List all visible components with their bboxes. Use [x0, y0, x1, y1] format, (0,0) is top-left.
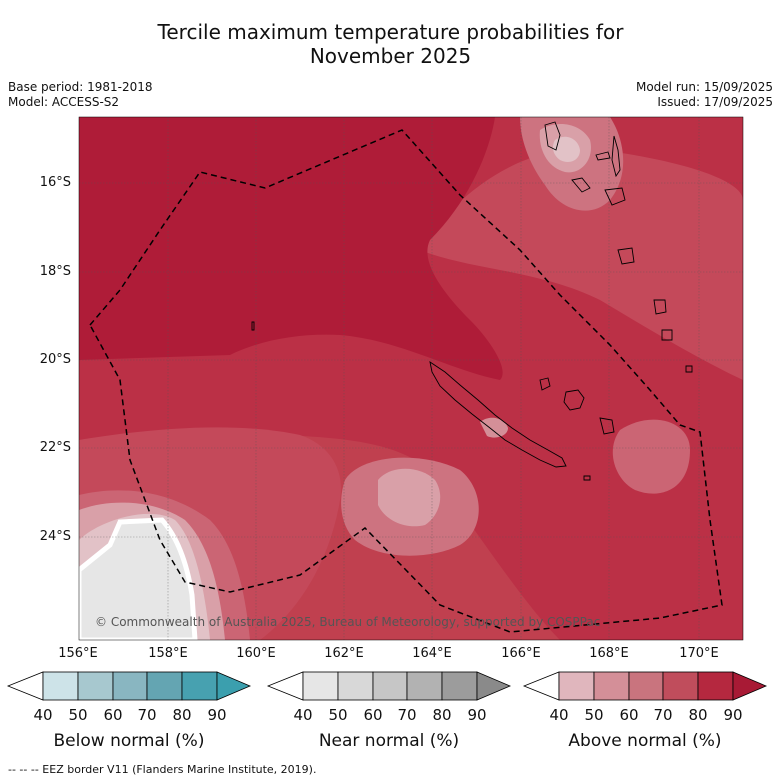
legend-near-title: Near normal (%): [318, 731, 460, 751]
field-above-70-east: [420, 148, 743, 380]
legend-near-tick-90: 90: [467, 706, 487, 724]
lon-label-166e: 166°E: [501, 646, 541, 661]
legend-below-tick-70: 70: [137, 706, 157, 724]
legend-above-swatch-4: [662, 671, 699, 701]
gridlines: [79, 117, 743, 640]
legend-above-tick-40: 40: [549, 706, 569, 724]
legend-below-tick-50: 50: [68, 706, 88, 724]
legend-above-swatch-5: [697, 671, 734, 701]
legend-above-high-cap: [732, 671, 768, 701]
run-info: Model run: 15/09/2025 Issued: 17/09/2025: [636, 80, 773, 110]
vanuatu-island-5: [604, 187, 626, 206]
field-above-40-ne: [552, 136, 580, 162]
probability-field: [79, 117, 743, 640]
lat-label-22s: 22°S: [39, 440, 71, 455]
legend-above-title: Above normal (%): [568, 731, 722, 751]
legend-above-tick-50: 50: [584, 706, 604, 724]
lat-label-20s: 20°S: [39, 352, 71, 367]
vanuatu-island-8: [661, 329, 673, 341]
legend-below-swatch-2: [77, 671, 114, 701]
loyalty-island-2: [563, 389, 585, 411]
legend-near-tick-50: 50: [328, 706, 348, 724]
base-period: Base period: 1981-2018: [8, 80, 153, 94]
vanuatu-island-9: [685, 365, 693, 373]
lon-label-170e: 170°E: [679, 646, 719, 661]
eez-border: [89, 129, 723, 633]
vanuatu-island-2: [595, 151, 611, 161]
title-line-1: Tercile maximum temperature probabilitie…: [157, 20, 624, 44]
legend-near-swatch-3: [372, 671, 408, 701]
legend-near-swatch-2: [337, 671, 374, 701]
vanuatu-island-7: [653, 299, 667, 315]
legend-above-tick-70: 70: [653, 706, 673, 724]
lon-label-160e: 160°E: [236, 646, 276, 661]
model-info: Base period: 1981-2018 Model: ACCESS-S2: [8, 80, 153, 110]
legend-below-swatch-4: [146, 671, 183, 701]
legend-above-swatch-1: [558, 671, 595, 701]
title-line-2: November 2025: [309, 44, 472, 68]
legend-above-tick-90: 90: [723, 706, 743, 724]
legend-near-tick-80: 80: [432, 706, 452, 724]
lon-label-168e: 168°E: [589, 646, 629, 661]
loyalty-island-3: [599, 417, 615, 435]
field-above-60-east: [612, 419, 690, 494]
legend-near-tick-70: 70: [397, 706, 417, 724]
chesterfield-island: [251, 321, 255, 331]
legend-below-title: Below normal (%): [53, 731, 205, 751]
vanuatu-island-4: [571, 177, 591, 193]
legend-near-normal: [266, 671, 512, 701]
loyalty-island-1: [539, 377, 551, 391]
eez-footnote: -- -- -- EEZ border V11 (Flanders Marine…: [8, 763, 317, 776]
legend-below-tick-60: 60: [103, 706, 123, 724]
legend-above-swatch-2: [593, 671, 630, 701]
legend-above-normal: [522, 671, 768, 701]
isle-small-1: [583, 475, 591, 481]
new-caledonia-outline: [429, 361, 567, 468]
lon-label-164e: 164°E: [412, 646, 452, 661]
legend-below-swatch-5: [181, 671, 218, 701]
lon-label-158e: 158°E: [148, 646, 188, 661]
model-run: Model run: 15/09/2025: [635, 80, 773, 94]
legend-above-swatch-3: [628, 671, 664, 701]
field-above-50-island: [480, 417, 508, 438]
lat-label-16s: 16°S: [39, 175, 71, 190]
lat-label-24s: 24°S: [39, 529, 71, 544]
field-above-50-center: [378, 468, 441, 527]
issued-date: Issued: 17/09/2025: [657, 95, 773, 109]
vanuatu-island-6: [617, 247, 635, 265]
legend-above-tick-60: 60: [619, 706, 639, 724]
legend-above-tick-80: 80: [688, 706, 708, 724]
legend-near-tick-40: 40: [293, 706, 313, 724]
copyright-notice: © Commonwealth of Australia 2025, Bureau…: [95, 615, 601, 629]
legend-below-swatch-1: [42, 671, 79, 701]
legend-near-swatch-4: [406, 671, 443, 701]
legend-near-high-cap: [476, 671, 512, 701]
legend-below-tick-40: 40: [33, 706, 53, 724]
lon-label-162e: 162°E: [324, 646, 364, 661]
lat-label-18s: 18°S: [39, 264, 71, 279]
legend-below-swatch-3: [112, 671, 148, 701]
map-frame: [78, 116, 744, 641]
legend-near-swatch-5: [441, 671, 478, 701]
coastlines: [251, 121, 693, 481]
legend-near-swatch-1: [302, 671, 339, 701]
legend-below-tick-90: 90: [207, 706, 227, 724]
vanuatu-island-3: [611, 135, 621, 178]
model-name: Model: ACCESS-S2: [8, 95, 120, 109]
legend-near-low-cap: [266, 671, 304, 701]
field-near-normal-sw: [79, 517, 198, 640]
legend-below-low-cap: [6, 671, 44, 701]
legend-above-low-cap: [522, 671, 560, 701]
chart-title: Tercile maximum temperature probabilitie…: [0, 20, 781, 68]
legend-near-tick-60: 60: [363, 706, 383, 724]
legend-below-normal: [6, 671, 252, 701]
legend-below-high-cap: [216, 671, 252, 701]
legend-below-tick-80: 80: [172, 706, 192, 724]
vanuatu-island-1: [544, 121, 561, 151]
lon-label-156e: 156°E: [58, 646, 98, 661]
